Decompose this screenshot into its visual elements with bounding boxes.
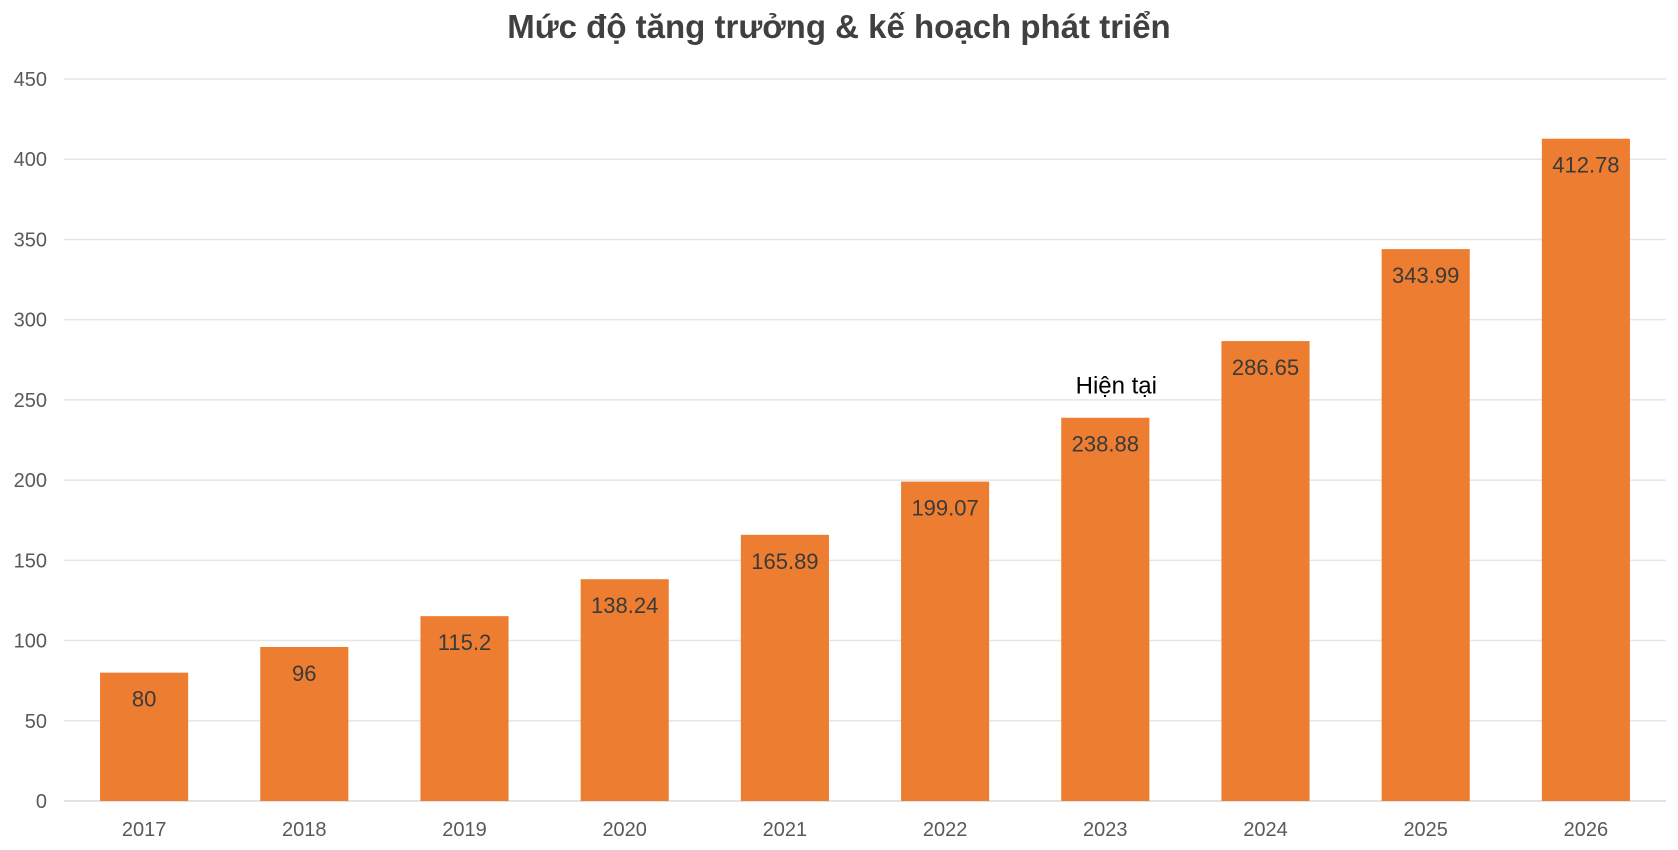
data-label: 115.2 [438,630,491,655]
bars: 80 96 115.2 138.24 165.89 199.07 238.88 286.65 3… [100,138,1630,802]
y-tick-label: 400 [14,149,47,171]
bar-2018 [260,646,349,801]
x-tick-label: 2021 [763,819,808,841]
bar-2021 [740,534,829,801]
x-tick-label: 2019 [442,819,487,841]
x-tick-label: 2017 [122,819,167,841]
y-tick-label: 150 [14,550,47,572]
data-label: 238.88 [1072,432,1139,457]
annotation-label: Hiện tại [1076,373,1157,400]
data-label: 286.65 [1232,355,1299,380]
data-label: 412.78 [1552,153,1619,178]
bar-2017 [100,672,189,801]
x-tick-label: 2024 [1243,819,1288,841]
chart-title: Mức độ tăng trưởng & kế hoạch phát triển [507,8,1170,45]
data-label: 343.99 [1392,263,1459,288]
bar-2019 [420,616,509,801]
data-label: 80 [132,687,156,712]
y-tick-label: 300 [14,310,47,332]
x-tick-label: 2026 [1564,819,1609,841]
data-label: 165.89 [751,549,818,574]
x-tick-label: 2025 [1403,819,1448,841]
x-tick-label: 2020 [602,819,647,841]
annotations: Hiện tại [1076,373,1157,400]
x-tick-label: 2018 [282,819,327,841]
x-tick-label: 2022 [923,819,968,841]
bar-2023 [1061,417,1150,801]
y-tick-label: 350 [14,229,47,251]
data-label: 199.07 [911,496,978,521]
bar-2022 [901,481,990,801]
bar-2024 [1221,341,1310,801]
y-tick-label: 450 [14,69,47,91]
x-tick-label: 2023 [1083,819,1128,841]
data-label: 96 [292,661,316,686]
bar-2020 [580,579,669,801]
y-tick-label: 100 [14,631,47,653]
y-axis: 0 50 100 150 200 250 300 350 400 450 [14,69,47,813]
y-tick-label: 200 [14,470,47,492]
y-tick-label: 0 [36,791,47,813]
x-axis: 2017 2018 2019 2020 2021 2022 2023 2024 2025 2026 [122,819,1608,841]
bar-2025 [1381,249,1470,801]
data-label: 138.24 [591,593,658,618]
y-tick-label: 50 [25,711,47,733]
bar-2026 [1541,138,1630,802]
y-tick-label: 250 [14,390,47,412]
